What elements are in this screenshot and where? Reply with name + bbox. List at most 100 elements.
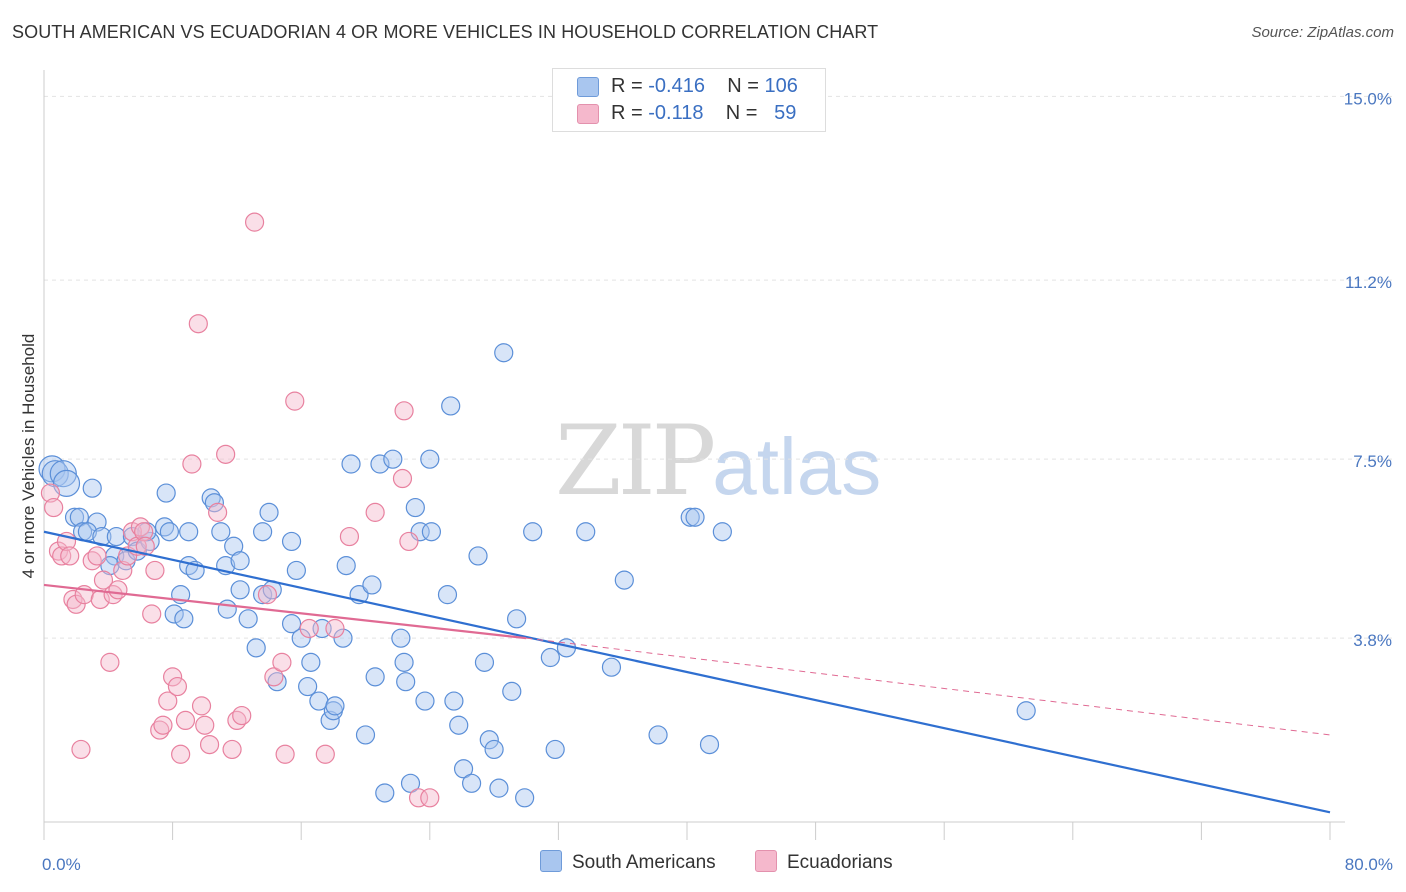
point-south-american bbox=[515, 788, 535, 808]
y-tick-label: 15.0% bbox=[1344, 89, 1392, 108]
point-ecuadorian bbox=[71, 739, 91, 760]
point-south-american bbox=[92, 526, 112, 547]
point-south-american bbox=[230, 551, 250, 571]
point-south-american bbox=[545, 739, 565, 760]
point-south-american bbox=[479, 730, 499, 750]
legend-r-value: -0.416 bbox=[648, 75, 705, 97]
legend-r-label: R = bbox=[611, 75, 643, 97]
point-ecuadorian bbox=[244, 212, 265, 232]
point-south-american bbox=[217, 599, 237, 619]
legend-swatch-blue bbox=[577, 77, 599, 97]
point-south-american bbox=[281, 614, 302, 634]
point-south-american bbox=[420, 449, 440, 469]
point-south-american bbox=[41, 460, 69, 488]
point-ecuadorian bbox=[153, 715, 173, 735]
point-ecuadorian bbox=[171, 744, 191, 764]
point-south-american bbox=[238, 609, 258, 629]
point-south-american bbox=[49, 460, 77, 488]
legend-n-label: N = bbox=[727, 75, 759, 97]
point-south-american bbox=[400, 773, 421, 793]
point-ecuadorian bbox=[93, 570, 114, 590]
point-south-american bbox=[122, 526, 143, 547]
point-south-american bbox=[82, 478, 102, 498]
point-ecuadorian bbox=[216, 444, 236, 464]
point-south-american bbox=[230, 580, 250, 600]
series-swatch-blue bbox=[540, 850, 562, 872]
point-ecuadorian bbox=[108, 580, 128, 600]
trend-line-south-americans bbox=[43, 530, 1331, 814]
watermark-zip: ZIP bbox=[555, 405, 716, 517]
point-ecuadorian bbox=[199, 734, 220, 755]
axes bbox=[43, 70, 1345, 840]
point-ecuadorian bbox=[60, 546, 80, 566]
point-south-american bbox=[253, 522, 273, 542]
point-ecuadorian bbox=[272, 652, 292, 672]
point-south-american bbox=[648, 725, 668, 745]
y-axis-title: 4 or more Vehicles in Household bbox=[19, 334, 38, 579]
point-south-american bbox=[576, 522, 596, 542]
point-ecuadorian bbox=[167, 676, 188, 697]
point-ecuadorian bbox=[163, 667, 183, 687]
series-legend-south-americans[interactable]: South Americans bbox=[540, 850, 716, 874]
point-ecuadorian bbox=[191, 696, 212, 716]
watermark-atlas: atlas bbox=[712, 422, 882, 511]
point-south-american bbox=[246, 638, 266, 658]
point-ecuadorian bbox=[145, 560, 165, 581]
point-south-american bbox=[336, 556, 356, 576]
point-south-american bbox=[298, 676, 318, 697]
point-south-american bbox=[614, 570, 634, 590]
point-south-american bbox=[394, 652, 414, 672]
point-south-american bbox=[712, 522, 732, 542]
point-ecuadorian bbox=[365, 502, 385, 522]
point-south-american bbox=[281, 531, 302, 552]
point-south-american bbox=[375, 783, 395, 803]
point-ecuadorian bbox=[285, 391, 305, 411]
point-south-american bbox=[370, 454, 390, 474]
point-ecuadorian bbox=[392, 468, 413, 489]
point-south-american bbox=[415, 691, 435, 711]
point-south-american bbox=[365, 667, 385, 687]
point-ecuadorian bbox=[52, 546, 72, 566]
point-south-american bbox=[699, 734, 720, 755]
trend-lines bbox=[43, 530, 1331, 814]
point-ecuadorian bbox=[40, 483, 61, 503]
point-south-american bbox=[489, 778, 509, 798]
point-ecuadorian bbox=[87, 546, 107, 566]
point-south-american bbox=[507, 609, 527, 629]
point-ecuadorian bbox=[135, 536, 155, 556]
point-south-american bbox=[87, 512, 107, 532]
series-label: South Americans bbox=[572, 852, 716, 873]
point-south-american bbox=[396, 672, 416, 692]
y-tick-label: 3.8% bbox=[1353, 631, 1392, 650]
point-south-american bbox=[325, 696, 345, 716]
point-ecuadorian bbox=[175, 710, 196, 731]
point-south-american bbox=[1016, 701, 1036, 721]
series-swatch-pink bbox=[755, 850, 777, 872]
point-south-american bbox=[449, 715, 469, 735]
point-ecuadorian bbox=[195, 715, 215, 735]
point-ecuadorian bbox=[208, 502, 228, 522]
point-south-american bbox=[405, 497, 425, 518]
point-south-american bbox=[174, 609, 194, 629]
point-south-american bbox=[301, 652, 321, 672]
legend-n-label: N = bbox=[725, 102, 758, 124]
point-ecuadorian bbox=[257, 585, 278, 605]
point-ecuadorian bbox=[394, 401, 414, 421]
legend-r-value: -0.118 bbox=[648, 102, 704, 124]
point-ecuadorian bbox=[188, 314, 208, 334]
x-tick-label: 0.0% bbox=[42, 855, 81, 874]
y-tick-label: 7.5% bbox=[1353, 452, 1392, 471]
point-south-american bbox=[355, 725, 376, 745]
point-south-american bbox=[453, 759, 474, 779]
point-ecuadorian bbox=[142, 604, 162, 624]
point-ecuadorian bbox=[325, 618, 345, 639]
series-legend-ecuadorians[interactable]: Ecuadorians bbox=[755, 850, 893, 874]
point-south-american bbox=[164, 604, 184, 624]
point-south-american bbox=[540, 647, 560, 668]
source-label: Source: ZipAtlas.com bbox=[1251, 24, 1394, 41]
trend-line-ecuadorians bbox=[43, 583, 527, 640]
point-ecuadorian bbox=[222, 739, 242, 760]
y-tick-label: 11.2% bbox=[1345, 273, 1392, 292]
point-south-american bbox=[286, 560, 306, 581]
